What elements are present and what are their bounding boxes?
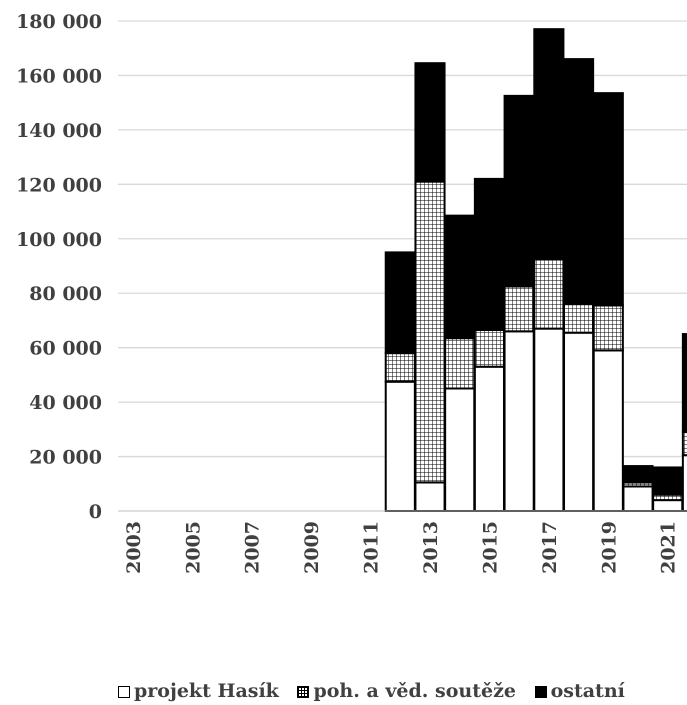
bar-2021-series-2 [652, 466, 684, 496]
bar-2012-series-1 [384, 352, 416, 383]
y-tick-label: 0 [89, 501, 102, 523]
legend-label-soutezi: poh. a věd. soutěže [313, 680, 516, 702]
y-tick-label: 120 000 [16, 174, 102, 196]
bar-2022-series-2 [681, 333, 687, 434]
bar-2020-series-0 [622, 485, 654, 512]
x-axis-tick-labels: 2003 2005 2007 2009 2011 2013 2015 2017 2019 2021… [123, 521, 680, 574]
bar-2020-series-2 [622, 465, 654, 484]
legend-item-projekt-hasik: projekt Hasík [118, 680, 279, 702]
bar-2014-series-0 [444, 387, 476, 512]
bar-2014-series-2 [444, 214, 476, 340]
y-tick-label: 180 000 [16, 11, 102, 33]
x-tick-label: 2009 [301, 521, 323, 574]
legend-item-soutezi: poh. a věd. soutěže [297, 680, 516, 702]
bar-2015-series-2 [473, 177, 505, 331]
bar-2012-series-2 [384, 251, 416, 355]
x-tick-label: 2021 [658, 521, 680, 574]
legend-swatch-projekt-hasik [118, 686, 130, 698]
x-tick-label: 2019 [598, 521, 620, 574]
bar-2016-series-2 [503, 94, 535, 288]
bar-2015-series-0 [473, 365, 505, 512]
bar-2018-series-0 [563, 331, 595, 513]
x-tick-label: 2013 [420, 521, 442, 574]
bar-2016-series-1 [503, 285, 535, 333]
y-tick-label: 40 000 [29, 392, 102, 414]
x-tick-label: 2015 [479, 521, 501, 574]
legend-swatch-soutezi [297, 686, 310, 698]
x-tick-label: 2003 [123, 521, 145, 574]
bar-2013-series-2 [414, 62, 446, 183]
bar-2019-series-1 [592, 304, 624, 352]
gridlines [118, 20, 687, 458]
bar-2014-series-1 [444, 337, 476, 390]
legend-item-ostatni: ostatní [534, 680, 625, 702]
bar-2013-series-1 [414, 180, 446, 484]
bar-2017-series-2 [533, 28, 565, 261]
y-tick-label: 100 000 [16, 229, 102, 251]
legend-label-ostatni: ostatní [550, 680, 625, 702]
y-tick-label: 60 000 [29, 338, 102, 360]
bar-2013-series-0 [414, 481, 446, 512]
bar-2019-series-0 [592, 349, 624, 512]
legend-swatch-ostatni [534, 686, 547, 698]
y-tick-label: 160 000 [16, 65, 102, 87]
x-tick-label: 2007 [242, 521, 264, 574]
y-tick-label: 20 000 [29, 447, 102, 469]
x-tick-label: 2005 [182, 521, 204, 574]
bar-2019-series-2 [592, 92, 624, 307]
bar-2016-series-0 [503, 330, 535, 513]
y-tick-label: 80 000 [29, 283, 102, 305]
bar-2022-series-1 [681, 431, 687, 457]
bars [384, 28, 687, 513]
bar-2018-series-1 [563, 303, 595, 334]
bar-2012-series-0 [384, 380, 416, 513]
bar-2021-series-0 [652, 499, 684, 513]
bar-2015-series-1 [473, 328, 505, 368]
y-tick-label: 140 000 [16, 120, 102, 142]
bar-2022-series-0 [681, 454, 687, 513]
legend: projekt Hasík poh. a věd. soutěže ostatn… [118, 680, 637, 702]
x-tick-label: 2011 [361, 521, 383, 574]
y-axis-tick-labels: 0 20 000 40 000 60 000 80 000 100 000 120 000 1… [16, 11, 102, 523]
legend-label-projekt-hasik: projekt Hasík [134, 680, 279, 702]
bar-2017-series-0 [533, 327, 565, 512]
bar-2017-series-1 [533, 258, 565, 330]
bar-2018-series-2 [563, 58, 595, 306]
x-tick-label: 2017 [539, 521, 561, 574]
